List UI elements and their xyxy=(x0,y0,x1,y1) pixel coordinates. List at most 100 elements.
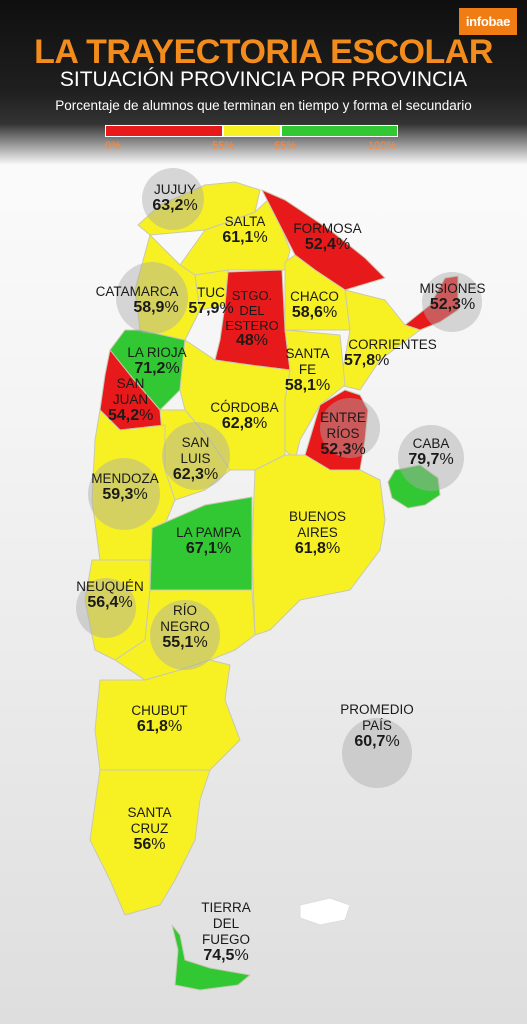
label-santacruz-value: 56% xyxy=(133,836,166,853)
color-scale xyxy=(105,125,398,137)
label-tucuman-value: 57,9% xyxy=(188,300,234,317)
label-santiago-value: 48% xyxy=(235,332,269,349)
label-larioja-value: 71,2% xyxy=(134,360,180,377)
province-tierradelfuego[interactable] xyxy=(171,924,251,991)
label-larioja: LA RIOJA 71,2% xyxy=(122,345,192,377)
label-neuquen-name: NEUQUÉN xyxy=(76,579,144,594)
label-santiago: STGO. DEL ESTERO 48% xyxy=(222,288,282,349)
label-chaco-value: 58,6% xyxy=(291,304,338,321)
label-tucuman: TUC 57,9% xyxy=(186,285,236,317)
label-mendoza-value: 59,3% xyxy=(102,486,148,503)
scale-green-segment xyxy=(281,125,398,137)
bubble-jujuy xyxy=(142,168,204,230)
label-misiones-name: MISIONES xyxy=(419,281,486,296)
bubble-catamarca xyxy=(116,262,188,334)
header-band xyxy=(0,0,527,165)
province-caba[interactable] xyxy=(387,464,441,509)
label-lapampa: LA PAMPA 67,1% xyxy=(176,525,241,557)
label-misiones: MISIONES 52,3% xyxy=(410,281,495,313)
label-corrientes-name: CORRIENTES xyxy=(348,337,437,352)
bubble-sanluis xyxy=(162,422,230,490)
label-cordoba-name: CÓRDOBA xyxy=(210,400,279,415)
label-lapampa-value: 67,1% xyxy=(185,540,232,557)
label-santacruz: SANTA CRUZ 56% xyxy=(122,805,177,853)
label-buenosaires-value: 61,8% xyxy=(294,540,341,557)
label-promedio-pais: PROMEDIO PAÍS 60,7% xyxy=(332,702,422,750)
bubble-mendoza xyxy=(88,458,160,530)
label-formosa-value: 52,4% xyxy=(304,236,351,253)
page-subtitle: SITUACIÓN PROVINCIA POR PROVINCIA xyxy=(59,68,468,91)
islas-malvinas xyxy=(299,897,351,926)
province-santacruz[interactable] xyxy=(89,769,211,916)
label-misiones-value: 52,3% xyxy=(429,296,476,313)
label-caba: CABA 79,7% xyxy=(396,436,466,468)
province-corrientes[interactable] xyxy=(339,289,421,391)
scale-tick-100: 100% xyxy=(368,140,397,152)
label-chaco: CHACO 58,6% xyxy=(282,289,347,321)
label-santafe: SANTA FE 58,1% xyxy=(280,346,335,394)
label-entrerios-name: ENTRE RÍOS xyxy=(320,410,366,441)
infobae-logo[interactable]: infobae xyxy=(458,8,517,35)
label-sanjuan-name: SAN JUAN xyxy=(112,376,149,407)
label-tierradelfuego: TIERRA DEL FUEGO 74,5% xyxy=(196,900,256,964)
scale-tick-65: 65% xyxy=(274,140,297,152)
promedio-pais-value: 60,7% xyxy=(354,733,400,750)
label-santafe-name: SANTA FE xyxy=(285,346,330,377)
label-catamarca-value: 58,9% xyxy=(133,299,179,316)
label-jujuy-value: 63,2% xyxy=(152,197,198,214)
label-santafe-value: 58,1% xyxy=(284,377,331,394)
bubble-neuquen xyxy=(76,578,136,638)
label-cordoba-value: 62,8% xyxy=(221,415,268,432)
province-buenosaires[interactable] xyxy=(251,454,386,636)
province-chubut[interactable] xyxy=(94,659,241,771)
promedio-pais-name: PROMEDIO PAÍS xyxy=(340,702,414,733)
label-rionegro-value: 55,1% xyxy=(162,634,208,651)
label-neuquen: NEUQUÉN 56,4% xyxy=(70,579,150,611)
scale-red-segment xyxy=(105,125,223,137)
label-sanjuan: SAN JUAN 54,2% xyxy=(108,376,153,424)
bubble-entrerios xyxy=(320,398,380,458)
label-catamarca: CATAMARCA 58,9% xyxy=(82,284,192,316)
label-sanluis: SAN LUIS 62,3% xyxy=(168,435,223,483)
label-entrerios-value: 52,3% xyxy=(320,441,366,458)
label-sanjuan-value: 54,2% xyxy=(108,407,154,424)
label-larioja-name: LA RIOJA xyxy=(127,345,187,360)
label-corrientes-value: 57,8% xyxy=(344,352,390,369)
label-lapampa-name: LA PAMPA xyxy=(176,525,241,540)
scale-yellow-segment xyxy=(223,125,281,137)
page-title: LA TRAYECTORIA ESCOLAR xyxy=(34,33,493,71)
label-santacruz-name: SANTA CRUZ xyxy=(127,805,172,836)
label-corrientes: CORRIENTES 57,8% xyxy=(340,337,445,369)
label-salta-name: SALTA xyxy=(224,214,266,229)
label-buenosaires-name: BUENOS AIRES xyxy=(288,509,346,540)
scale-tick-55: 55% xyxy=(212,140,235,152)
province-misiones[interactable] xyxy=(404,275,459,331)
label-catamarca-name: CATAMARCA xyxy=(95,284,179,299)
page-description: Porcentaje de alumnos que terminan en ti… xyxy=(55,98,472,113)
label-neuquen-value: 56,4% xyxy=(87,594,133,611)
label-rionegro: RÍO NEGRO 55,1% xyxy=(155,603,215,651)
label-tucuman-name: TUC xyxy=(197,285,225,300)
label-chubut-value: 61,8% xyxy=(136,718,183,735)
province-catamarca[interactable] xyxy=(134,234,201,341)
label-formosa-name: FORMOSA xyxy=(293,221,362,236)
bubble-misiones xyxy=(422,272,482,332)
bubble-promedio xyxy=(342,718,412,788)
label-jujuy-name: JUJUY xyxy=(153,182,196,197)
label-caba-value: 79,7% xyxy=(408,451,454,468)
label-mendoza-name: MENDOZA xyxy=(91,471,159,486)
label-salta: SALTA 61,1% xyxy=(210,214,280,246)
label-sanluis-name: SAN LUIS xyxy=(180,435,211,466)
bubble-caba xyxy=(398,425,464,491)
label-santiago-name: STGO. DEL ESTERO xyxy=(225,288,279,333)
label-salta-value: 61,1% xyxy=(222,229,268,246)
province-salta[interactable] xyxy=(179,197,291,276)
scale-tick-0: 0% xyxy=(105,140,121,152)
label-entrerios: ENTRE RÍOS 52,3% xyxy=(318,410,368,458)
label-buenosaires: BUENOS AIRES 61,8% xyxy=(280,509,355,557)
label-tierradelfuego-name: TIERRA DEL FUEGO xyxy=(201,900,251,947)
label-caba-name: CABA xyxy=(412,436,450,451)
label-cordoba: CÓRDOBA 62,8% xyxy=(202,400,287,432)
label-sanluis-value: 62,3% xyxy=(172,466,219,483)
